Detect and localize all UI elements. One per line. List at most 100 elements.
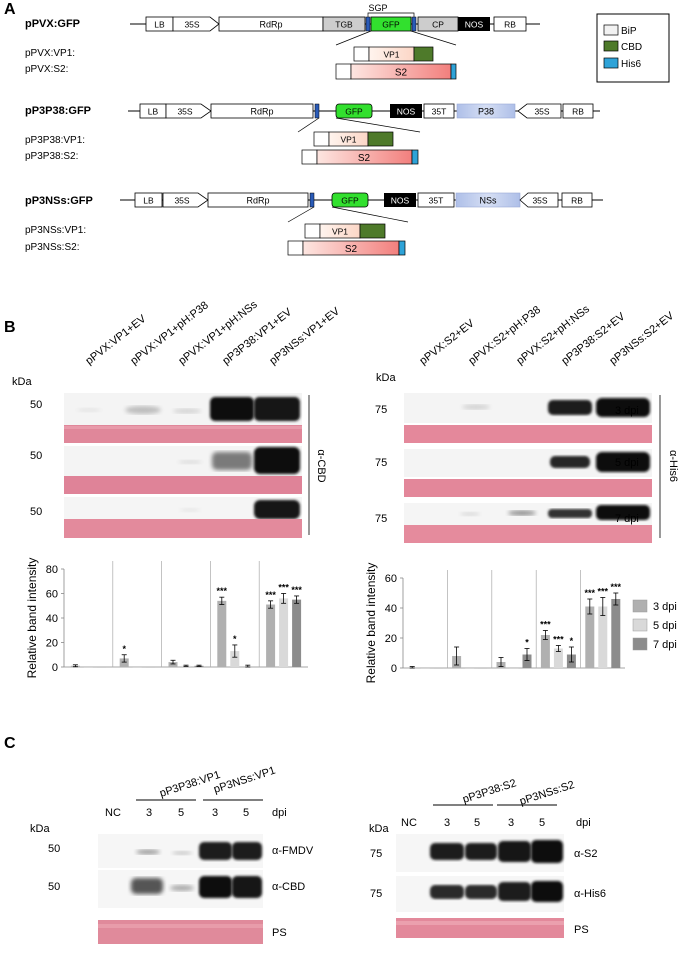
- y-tick-label: 20: [46, 638, 58, 650]
- group-label: pP3P38:S2: [461, 777, 518, 806]
- lane-label: 3: [508, 817, 514, 829]
- significance-label: ***: [585, 588, 596, 598]
- tgb-label: TGB: [335, 20, 353, 30]
- significance-label: ***: [265, 590, 276, 600]
- bar: [119, 658, 129, 667]
- promoter-label: 35S: [184, 20, 199, 30]
- nos-label: NOS: [397, 107, 416, 117]
- significance-label: ***: [611, 582, 622, 592]
- legend-cbd: CBD: [621, 42, 642, 53]
- insert-vp1-label: pP3NSs:VP1:: [25, 225, 86, 236]
- kda-marker: 50: [30, 450, 42, 462]
- y-tick-label: 0: [391, 663, 397, 675]
- panel-c-right: pP3P38:S2 pP3NSs:S2 NC 3 5 3 5 dpi kDa 7…: [369, 777, 606, 938]
- y-tick-label: 40: [385, 603, 397, 615]
- kda-marker: 75: [375, 404, 387, 416]
- construct-pp3nss-gfp: pP3NSs:GFP LB 35S RdRp GFP NOS 35T NSs 3…: [25, 192, 603, 256]
- promoter-arrow: [172, 16, 220, 32]
- legend-swatch: [632, 618, 648, 632]
- y-tick-label: 20: [385, 633, 397, 645]
- significance-label: *: [233, 634, 237, 644]
- construct-title: pPVX:GFP: [25, 18, 80, 30]
- bar: [230, 651, 240, 667]
- bar: [611, 599, 621, 668]
- rb-box: [493, 16, 527, 32]
- timepoint-label: 3 dpi: [615, 405, 639, 417]
- s2-label: S2: [358, 153, 371, 164]
- y-tick-label: 60: [385, 573, 397, 585]
- kda-marker: 50: [48, 881, 60, 893]
- significance-label: ***: [540, 620, 551, 630]
- left-lane-labels: pPVX:VP1+EV pPVX:VP1+pH:P38 pPVX:VP1+pH:…: [83, 298, 342, 367]
- bar: [553, 648, 563, 668]
- group-label: pP3NSs:VP1: [212, 765, 277, 796]
- bar: [266, 604, 276, 667]
- lane-label: 5: [243, 807, 249, 819]
- right-blots: 75 3 dpi 75 5 dpi 75 7 dpi α-His6: [375, 393, 679, 543]
- rdrp-label: RdRp: [250, 107, 273, 117]
- legend-swatch: [632, 637, 648, 651]
- insert-s2-label: pP3NSs:S2:: [25, 242, 79, 253]
- y-tick-label: 60: [46, 589, 58, 601]
- nss-label: NSs: [479, 196, 497, 206]
- terminator-label: 35T: [432, 107, 447, 117]
- s2-label: S2: [395, 68, 408, 79]
- significance-label: ***: [291, 585, 302, 595]
- legend-label: 5 dpi: [653, 620, 677, 632]
- timepoint-label: 7 dpi: [615, 513, 639, 525]
- gfp-label: GFP: [345, 107, 363, 117]
- significance-label: ***: [598, 587, 609, 597]
- rb-label: RB: [571, 196, 583, 206]
- y-tick-label: 40: [46, 613, 58, 625]
- promoter-label: 35S: [177, 107, 192, 117]
- y-tick-label: 80: [46, 564, 58, 576]
- kda-title: kDa: [12, 376, 32, 388]
- bar: [540, 635, 550, 668]
- stain-label: PS: [574, 924, 589, 936]
- insert-s2-label: pPVX:S2:: [25, 64, 68, 75]
- kda-marker: 75: [370, 848, 382, 860]
- promoter-label: 35S: [534, 107, 549, 117]
- lane-label: 5: [178, 807, 184, 819]
- panel-a-label: A: [4, 1, 16, 18]
- legend-swatch: [632, 599, 648, 613]
- rdrp-label: RdRp: [259, 20, 282, 30]
- right-lane-labels: pPVX:S2+EV pPVX:S2+pH:P38 pPVX:S2+pH:NSs…: [417, 303, 676, 368]
- significance-label: ***: [217, 586, 228, 596]
- antibody-label: α-CBD: [272, 881, 305, 893]
- kda-title: kDa: [376, 372, 396, 384]
- construct-ppvx-gfp: pPVX:GFP LB 35S RdRp TGB GFP CP NOS RB S…: [25, 3, 540, 80]
- lane-label: 3: [212, 807, 218, 819]
- timepoint-label: 5 dpi: [615, 457, 639, 469]
- lane-label: NC: [401, 817, 417, 829]
- dpi-label: dpi: [272, 807, 287, 819]
- significance-label: ***: [278, 583, 289, 593]
- bar: [522, 654, 532, 668]
- promoter-label: 35S: [174, 196, 189, 206]
- gfp-box: [370, 16, 412, 32]
- vp1-label: VP1: [332, 227, 348, 237]
- sgp-marker: [365, 16, 371, 32]
- bar: [168, 662, 178, 667]
- bar: [585, 606, 595, 668]
- insert-s2-label: pP3P38:S2:: [25, 151, 78, 162]
- group-label: pP3NSs:S2: [518, 779, 576, 808]
- significance-label: *: [570, 636, 574, 646]
- significance-label: *: [122, 644, 126, 654]
- domain-legend: BiP CBD His6: [596, 13, 670, 83]
- lane-label: pPVX:VP1+pH:NSs: [176, 298, 260, 367]
- kda-marker: 75: [370, 888, 382, 900]
- kda-marker: 50: [30, 506, 42, 518]
- antibody-label: α-His6: [667, 450, 679, 482]
- nos-box: [458, 17, 490, 31]
- kda-marker: 75: [375, 513, 387, 525]
- antibody-label: α-S2: [574, 848, 597, 860]
- lb-label: LB: [143, 196, 154, 206]
- panel-b: B pPVX:VP1+EV pPVX:VP1+pH:P38 pPVX:VP1+p…: [4, 298, 679, 683]
- construct-title: pP3NSs:GFP: [25, 195, 93, 207]
- legend-his6: His6: [621, 59, 641, 70]
- nos-label: NOS: [465, 20, 484, 30]
- lane-label: 3: [444, 817, 450, 829]
